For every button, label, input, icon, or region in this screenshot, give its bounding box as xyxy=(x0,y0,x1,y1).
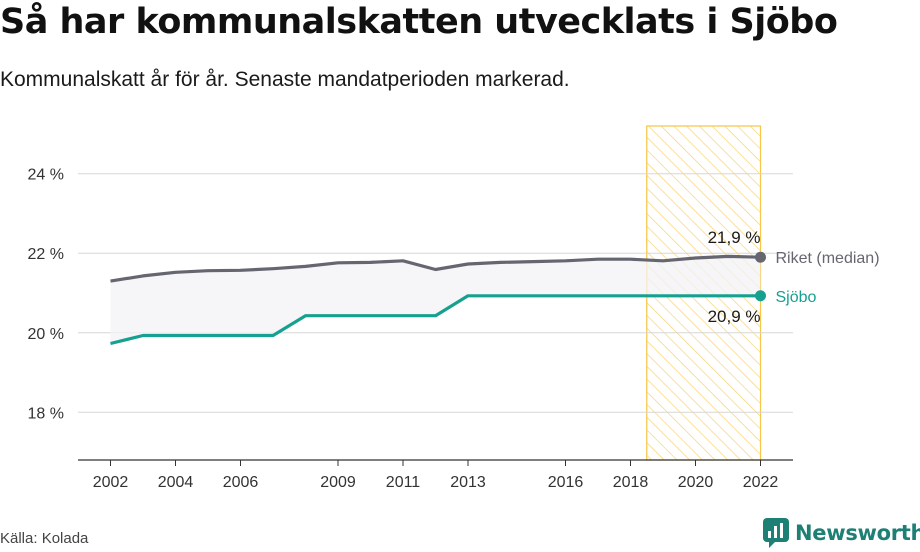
gap-band xyxy=(110,256,761,344)
x-tick-label: 2016 xyxy=(548,474,584,491)
series-line-sjobo xyxy=(110,294,761,346)
y-tick-label: 22 % xyxy=(28,246,64,263)
x-tick-label: 2009 xyxy=(320,474,356,491)
y-tick-label: 24 % xyxy=(28,167,64,184)
x-tick-label: 2006 xyxy=(223,474,259,491)
x-tick-label: 2002 xyxy=(93,474,129,491)
chart-title: Så har kommunalskatten utvecklats i Sjöb… xyxy=(0,2,838,42)
y-tick-label: 20 % xyxy=(28,326,64,343)
x-tick-label: 2018 xyxy=(613,474,649,491)
series-endpoint-sjobo xyxy=(755,290,766,302)
source-note: Källa: Kolada xyxy=(0,530,89,547)
x-tick-label: 2022 xyxy=(743,474,779,491)
newsworthy-logo: Newsworthy xyxy=(763,518,920,548)
x-tick-label: 2011 xyxy=(386,474,421,491)
data-label-sjobo: 20,9 % xyxy=(708,307,761,326)
chart-subtitle: Kommunalskatt år för år. Senaste mandatp… xyxy=(0,68,570,91)
brand-name: Newsworthy xyxy=(795,521,920,545)
y-tick-label: 18 % xyxy=(28,405,64,422)
x-tick-label: 2013 xyxy=(450,474,486,491)
x-tick-label: 2020 xyxy=(678,474,714,491)
series-name-label-riket: Riket (median) xyxy=(776,250,880,267)
series-line-riket xyxy=(110,254,761,283)
series-endpoint-riket xyxy=(755,251,766,263)
data-label-riket: 21,9 % xyxy=(708,228,761,247)
x-tick-label: 2004 xyxy=(158,474,194,491)
newsworthy-icon xyxy=(763,518,789,548)
series-name-label-sjobo: Sjöbo xyxy=(776,289,817,306)
